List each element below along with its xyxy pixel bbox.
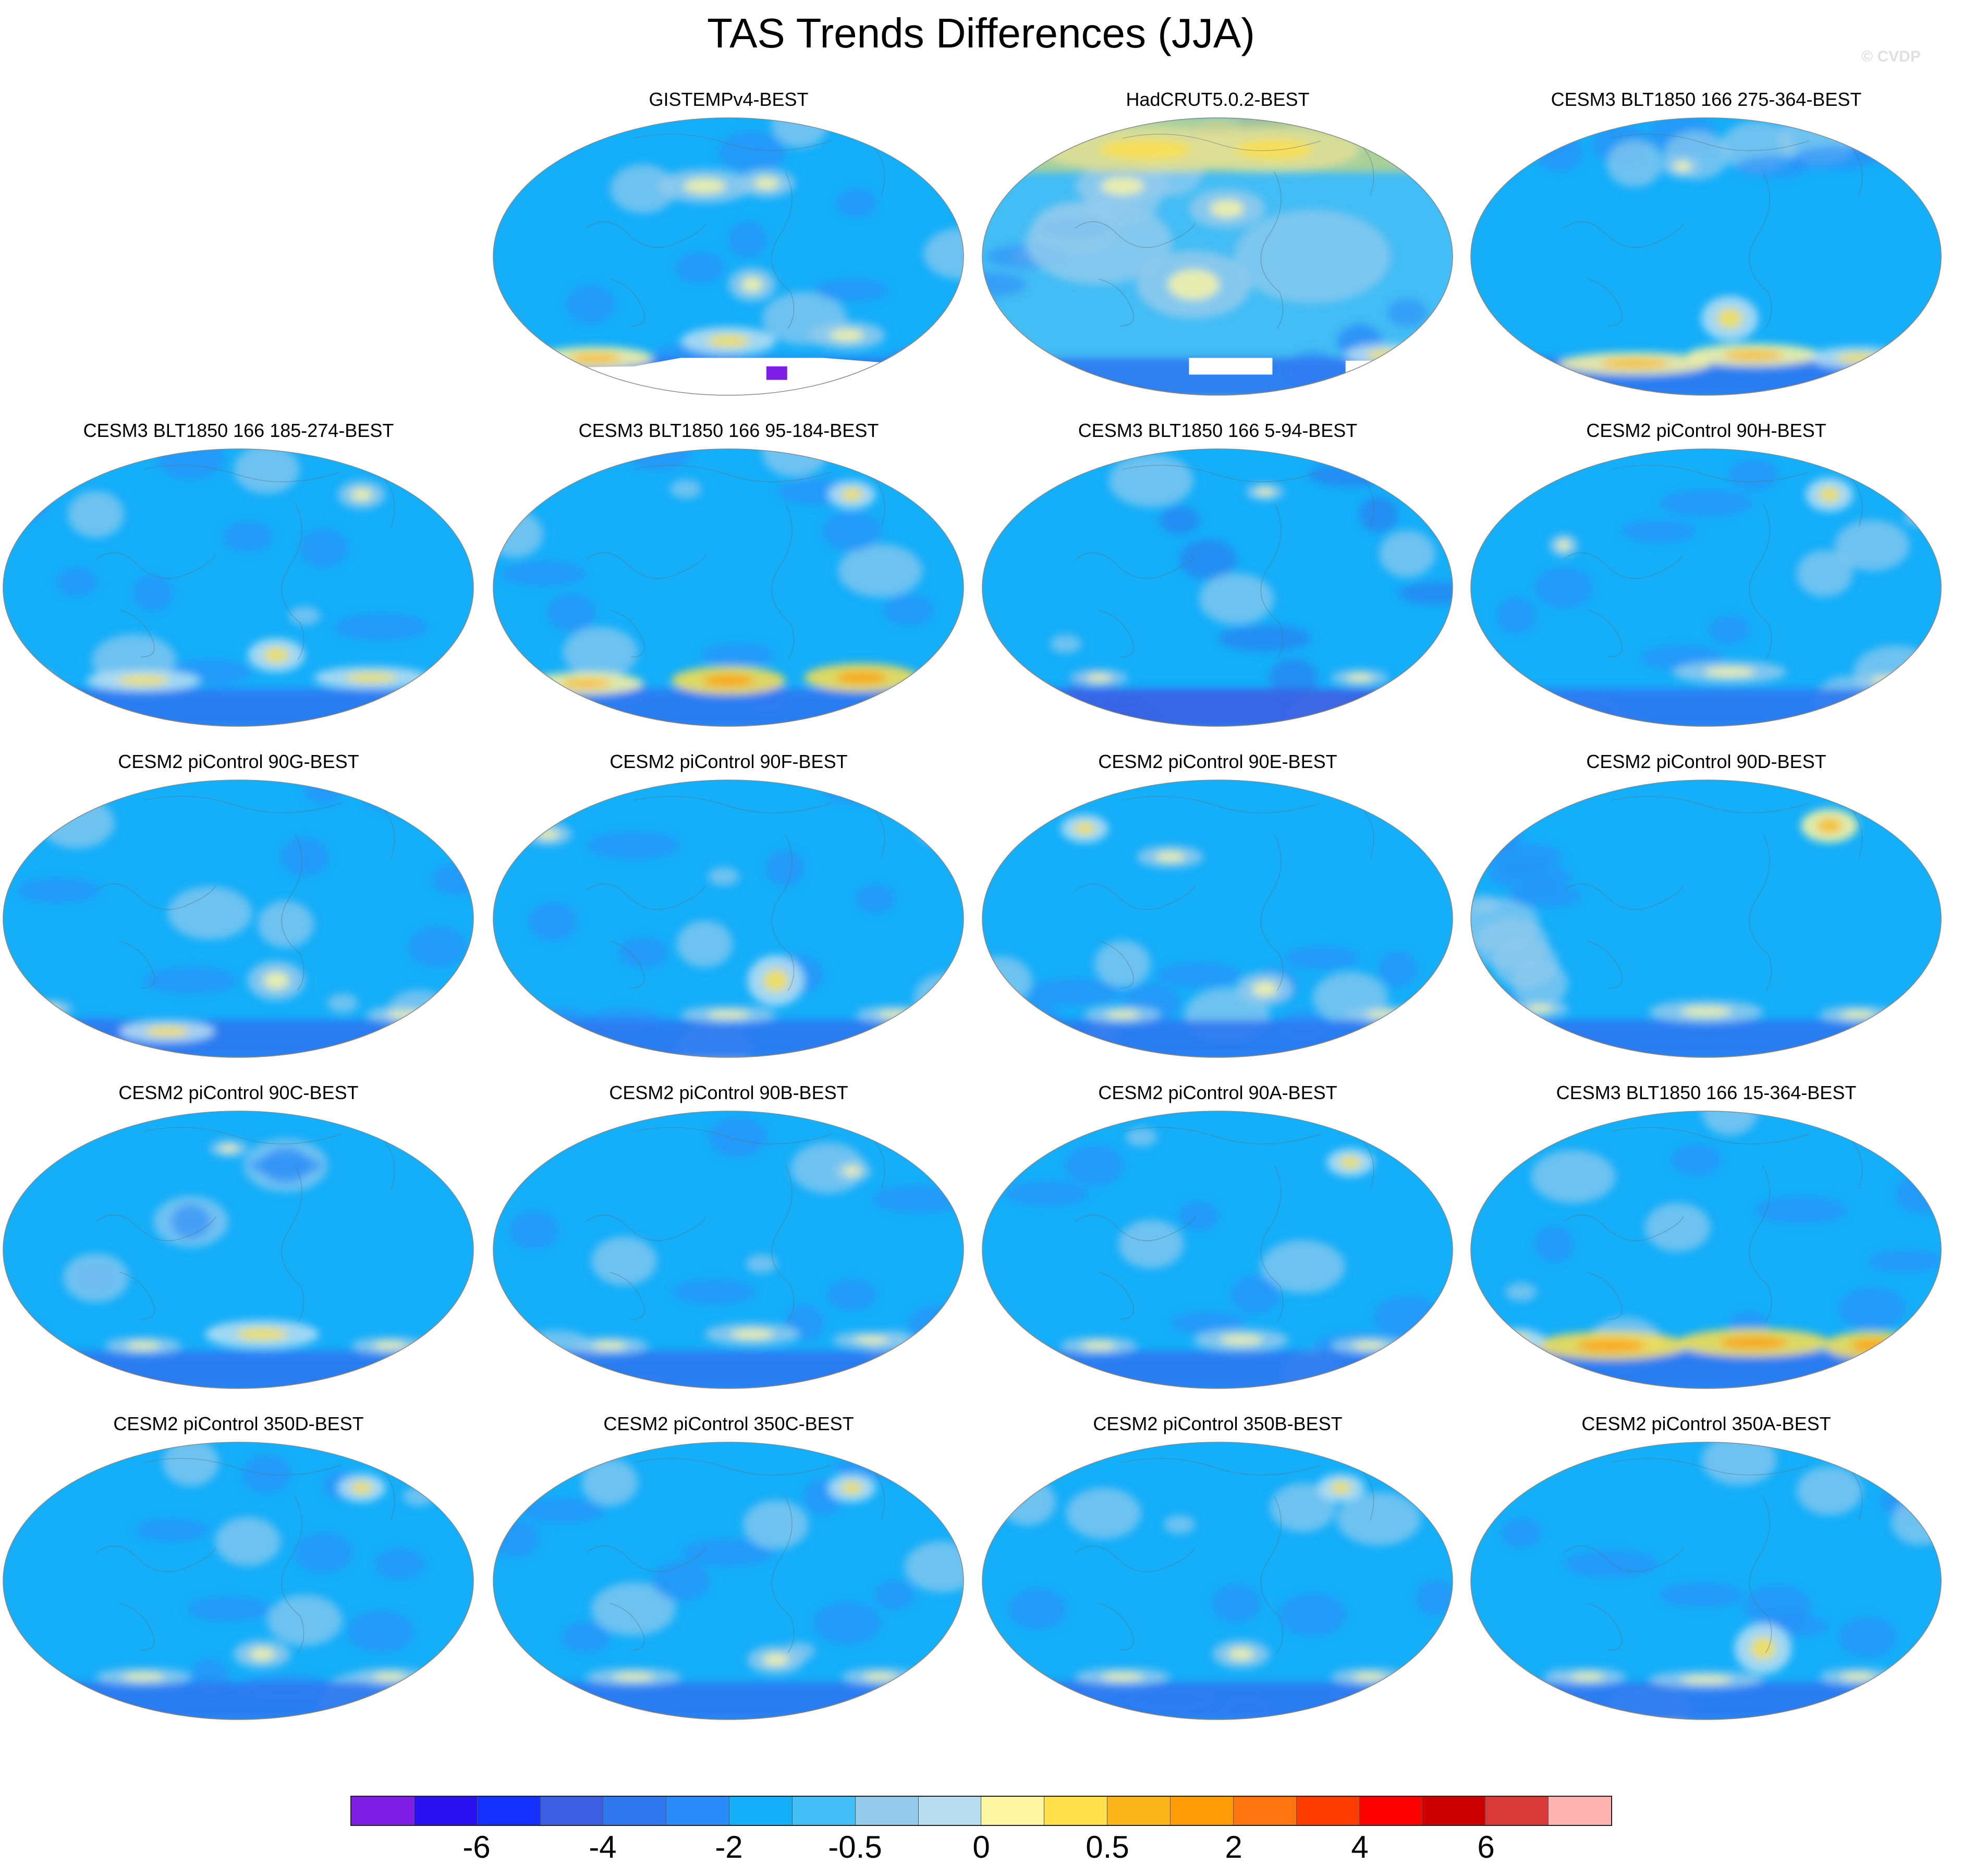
projection-map <box>493 117 964 396</box>
projection-map <box>982 1111 1453 1389</box>
panel-title: CESM2 piControl 350D-BEST <box>113 1413 364 1434</box>
colorbar-tick-label: -4 <box>589 1830 617 1865</box>
map-panel: CESM2 piControl 350C-BEST <box>490 1413 967 1726</box>
panel-title: CESM2 piControl 350A-BEST <box>1581 1413 1831 1434</box>
map-panel: CESM2 piControl 90A-BEST <box>979 1082 1456 1395</box>
projection-map <box>493 448 964 727</box>
colorbar-tick-label: -2 <box>715 1830 743 1865</box>
projection-map <box>1470 117 1942 396</box>
projection-map <box>982 779 1453 1058</box>
map-panel: CESM3 BLT1850 166 15-364-BEST <box>1468 1082 1945 1395</box>
map-panel: CESM2 piControl 90D-BEST <box>1468 751 1945 1064</box>
projection-map <box>3 1442 474 1720</box>
colorbar-swatch <box>603 1797 667 1825</box>
figure-title: TAS Trends Differences (JJA) <box>707 10 1255 56</box>
colorbar-swatch <box>1422 1797 1486 1825</box>
panel-title: CESM2 piControl 90B-BEST <box>609 1082 848 1103</box>
map-panel: CESM2 piControl 350A-BEST <box>1468 1413 1945 1726</box>
panel-title: CESM2 piControl 90F-BEST <box>610 751 848 772</box>
colorbar-swatch <box>540 1797 604 1825</box>
map-panel: CESM2 piControl 90B-BEST <box>490 1082 967 1395</box>
projection-map <box>982 448 1453 727</box>
panel-title: HadCRUT5.0.2-BEST <box>1126 89 1310 110</box>
colorbar-tick-label: -6 <box>462 1830 491 1865</box>
panel-title: CESM2 piControl 90A-BEST <box>1098 1082 1337 1103</box>
colorbar-swatch <box>792 1797 856 1825</box>
panel-title: CESM3 BLT1850 166 185-274-BEST <box>83 420 394 441</box>
colorbar-labels: -6 -4 -2 -0.5 0 0.5 2 4 6 <box>350 1829 1612 1871</box>
colorbar-tick-label: -0.5 <box>828 1830 882 1865</box>
panel-title: CESM3 BLT1850 166 95-184-BEST <box>578 420 879 441</box>
projection-map <box>493 1111 964 1389</box>
projection-map <box>1470 779 1942 1058</box>
projection-map <box>1470 1442 1942 1720</box>
colorbar-swatch <box>855 1797 919 1825</box>
map-panel: CESM3 BLT1850 166 185-274-BEST <box>0 420 477 733</box>
map-panel: CESM3 BLT1850 166 275-364-BEST <box>1468 89 1945 401</box>
map-panel: CESM2 piControl 350B-BEST <box>979 1413 1456 1726</box>
projection-map <box>1470 448 1942 727</box>
map-panel: CESM2 piControl 90F-BEST <box>490 751 967 1064</box>
map-panel: GISTEMPv4-BEST <box>490 89 967 401</box>
colorbar-swatch <box>666 1797 730 1825</box>
projection-map <box>493 1442 964 1720</box>
projection-map <box>3 1111 474 1389</box>
projection-map <box>1470 1111 1942 1389</box>
panel-title: CESM2 piControl 90C-BEST <box>118 1082 359 1103</box>
projection-map <box>3 448 474 727</box>
watermark: © CVDP <box>1861 48 1921 65</box>
panel-title: CESM2 piControl 90E-BEST <box>1098 751 1337 772</box>
map-panel: HadCRUT5.0.2-BEST <box>979 89 1456 401</box>
colorbar-swatch <box>1170 1797 1234 1825</box>
colorbar-swatch <box>1485 1797 1549 1825</box>
projection-map <box>493 779 964 1058</box>
map-panel: CESM2 piControl 90E-BEST <box>979 751 1456 1064</box>
colorbar-swatch <box>1296 1797 1360 1825</box>
colorbar-tick-label: 2 <box>1225 1830 1242 1865</box>
panel-title: CESM3 BLT1850 166 275-364-BEST <box>1551 89 1862 110</box>
colorbar-swatch <box>1107 1797 1171 1825</box>
map-panel: CESM3 BLT1850 166 95-184-BEST <box>490 420 967 733</box>
colorbar-swatch <box>1233 1797 1297 1825</box>
panel-title: CESM2 piControl 90G-BEST <box>118 751 359 772</box>
panel-title: CESM3 BLT1850 166 15-364-BEST <box>1556 1082 1857 1103</box>
colorbar-swatch <box>1359 1797 1423 1825</box>
colorbar <box>350 1796 1612 1826</box>
colorbar-swatch <box>1044 1797 1108 1825</box>
map-panel: CESM2 piControl 90H-BEST <box>1468 420 1945 733</box>
colorbar-swatch <box>729 1797 793 1825</box>
colorbar-swatch <box>414 1797 478 1825</box>
colorbar-tick-label: 6 <box>1477 1830 1495 1865</box>
map-panel: CESM2 piControl 350D-BEST <box>0 1413 477 1726</box>
projection-map <box>982 117 1453 396</box>
panel-title: CESM2 piControl 90D-BEST <box>1586 751 1826 772</box>
colorbar-tick-label: 0.5 <box>1086 1830 1129 1865</box>
map-panel: CESM2 piControl 90G-BEST <box>0 751 477 1064</box>
colorbar-swatch <box>918 1797 982 1825</box>
map-panel: CESM3 BLT1850 166 5-94-BEST <box>979 420 1456 733</box>
projection-map <box>982 1442 1453 1720</box>
map-panel: CESM2 piControl 90C-BEST <box>0 1082 477 1395</box>
colorbar-swatch <box>1549 1797 1611 1825</box>
panel-title: CESM2 piControl 350B-BEST <box>1093 1413 1343 1434</box>
panel-title: CESM2 piControl 350C-BEST <box>603 1413 854 1434</box>
panel-title: CESM3 BLT1850 166 5-94-BEST <box>1078 420 1358 441</box>
panel-title: GISTEMPv4-BEST <box>649 89 809 110</box>
colorbar-swatch <box>351 1797 415 1825</box>
colorbar-tick-label: 4 <box>1351 1830 1369 1865</box>
colorbar-swatch <box>477 1797 541 1825</box>
colorbar-tick-label: 0 <box>972 1830 990 1865</box>
projection-map <box>3 779 474 1058</box>
colorbar-swatch <box>981 1797 1045 1825</box>
panel-title: CESM2 piControl 90H-BEST <box>1586 420 1826 441</box>
